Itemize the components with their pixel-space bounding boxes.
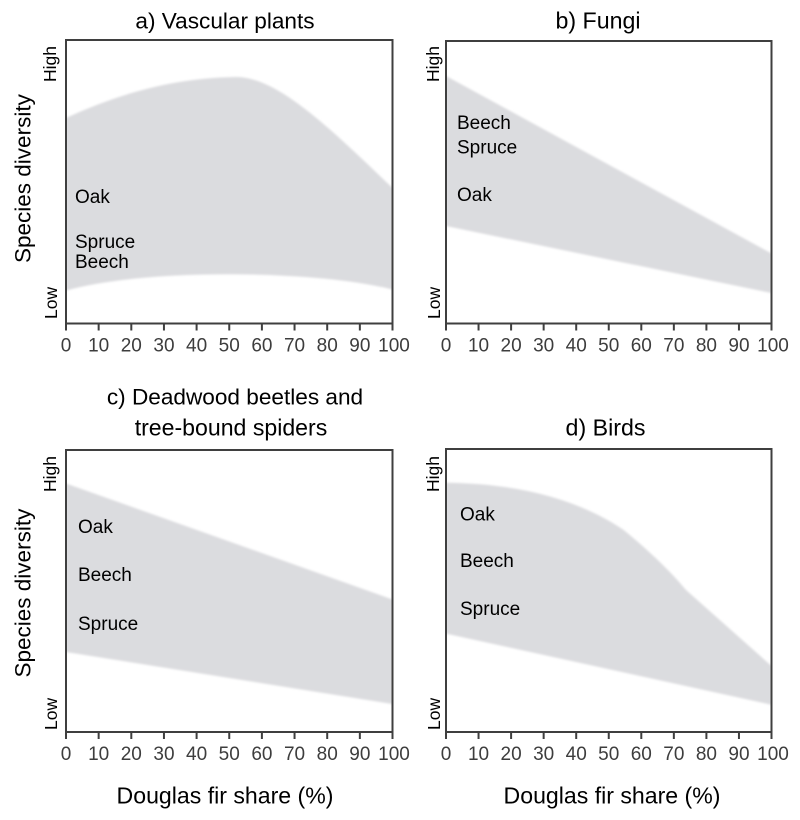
svg-text:Spruce: Spruce (460, 599, 520, 620)
svg-text:Oak: Oak (75, 187, 110, 208)
svg-text:50: 50 (598, 335, 619, 356)
svg-text:b) Fungi: b) Fungi (555, 7, 640, 33)
svg-text:tree-bound spiders: tree-bound spiders (135, 415, 328, 441)
svg-text:20: 20 (121, 744, 142, 765)
svg-text:c) Deadwood beetles and: c) Deadwood beetles and (107, 385, 363, 410)
svg-text:30: 30 (153, 744, 174, 765)
svg-text:20: 20 (501, 744, 522, 765)
svg-text:90: 90 (349, 744, 370, 765)
svg-text:50: 50 (219, 744, 240, 765)
svg-text:60: 60 (631, 335, 652, 356)
svg-text:40: 40 (186, 335, 207, 356)
svg-text:80: 80 (317, 335, 338, 356)
svg-text:90: 90 (728, 335, 749, 356)
svg-text:Species diversity: Species diversity (11, 508, 36, 678)
svg-text:40: 40 (566, 335, 587, 356)
svg-text:50: 50 (219, 335, 240, 356)
svg-text:Oak: Oak (78, 517, 113, 538)
svg-text:Low: Low (424, 287, 444, 319)
svg-text:d) Birds: d) Birds (566, 414, 646, 440)
svg-text:30: 30 (533, 335, 554, 356)
svg-text:60: 60 (251, 744, 272, 765)
svg-text:70: 70 (284, 744, 305, 765)
svg-text:0: 0 (441, 335, 452, 356)
svg-text:70: 70 (663, 744, 684, 765)
svg-text:High: High (40, 46, 60, 82)
svg-text:Low: Low (41, 287, 61, 319)
svg-text:50: 50 (598, 744, 619, 765)
svg-text:Oak: Oak (457, 185, 492, 206)
svg-text:70: 70 (663, 335, 684, 356)
svg-text:30: 30 (153, 335, 174, 356)
svg-text:Low: Low (424, 698, 444, 730)
svg-text:Beech: Beech (460, 551, 514, 572)
svg-text:10: 10 (468, 335, 489, 356)
svg-text:0: 0 (441, 744, 452, 765)
svg-text:Beech: Beech (78, 565, 132, 586)
svg-text:Beech: Beech (457, 113, 511, 134)
svg-text:40: 40 (186, 744, 207, 765)
svg-text:60: 60 (251, 335, 272, 356)
svg-text:80: 80 (317, 744, 338, 765)
svg-text:a) Vascular plants: a) Vascular plants (135, 8, 314, 33)
svg-text:Spruce: Spruce (457, 138, 517, 159)
svg-text:Oak: Oak (460, 505, 495, 526)
svg-text:10: 10 (88, 744, 109, 765)
svg-text:Species diversity: Species diversity (11, 93, 36, 263)
svg-text:70: 70 (284, 335, 305, 356)
svg-text:10: 10 (468, 744, 489, 765)
svg-text:60: 60 (631, 744, 652, 765)
svg-text:100: 100 (378, 335, 410, 356)
svg-text:High: High (423, 46, 443, 82)
svg-text:Douglas fir share (%): Douglas fir share (%) (117, 783, 334, 809)
svg-text:90: 90 (728, 744, 749, 765)
svg-text:80: 80 (696, 744, 717, 765)
svg-text:80: 80 (696, 335, 717, 356)
svg-text:0: 0 (61, 744, 72, 765)
svg-text:100: 100 (378, 744, 410, 765)
svg-text:20: 20 (501, 335, 522, 356)
svg-text:Spruce: Spruce (75, 232, 135, 253)
svg-text:Spruce: Spruce (78, 614, 138, 635)
svg-text:High: High (40, 456, 60, 492)
svg-text:Beech: Beech (75, 252, 129, 273)
svg-text:30: 30 (533, 744, 554, 765)
svg-text:High: High (423, 456, 443, 492)
svg-text:0: 0 (61, 335, 72, 356)
svg-text:10: 10 (88, 335, 109, 356)
svg-text:90: 90 (349, 335, 370, 356)
svg-text:Low: Low (41, 698, 61, 730)
svg-text:20: 20 (121, 335, 142, 356)
svg-text:Douglas fir share (%): Douglas fir share (%) (504, 783, 721, 809)
svg-text:100: 100 (757, 744, 789, 765)
svg-text:100: 100 (757, 335, 789, 356)
svg-text:40: 40 (566, 744, 587, 765)
